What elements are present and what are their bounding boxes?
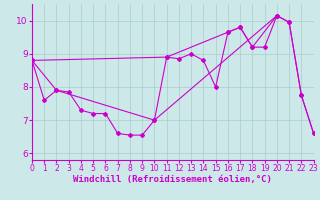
- X-axis label: Windchill (Refroidissement éolien,°C): Windchill (Refroidissement éolien,°C): [73, 175, 272, 184]
